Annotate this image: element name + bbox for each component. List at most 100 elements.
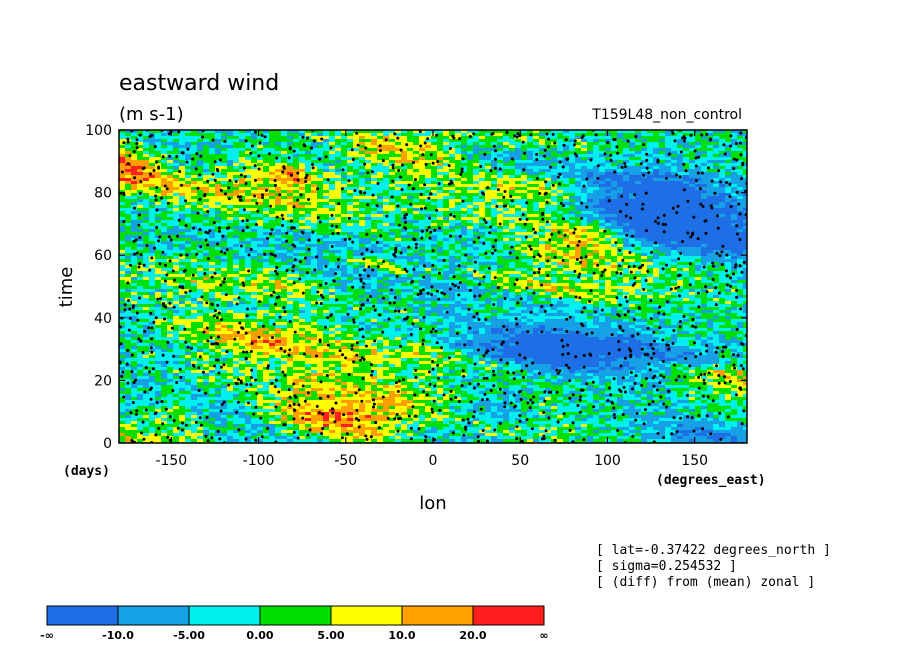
heat-cell [347, 169, 354, 173]
heat-cell [743, 220, 747, 224]
heat-cell [245, 229, 252, 233]
heat-cell [569, 247, 576, 251]
heat-cell [575, 223, 582, 227]
heat-cell [581, 151, 588, 155]
heat-cell [299, 220, 306, 224]
heat-cell [233, 199, 240, 203]
heat-cell [281, 145, 288, 149]
heat-cell [299, 241, 306, 245]
heat-cell [209, 193, 216, 197]
heat-cell [497, 151, 504, 155]
heat-cell [569, 190, 576, 194]
heat-cell [599, 262, 606, 266]
heat-cell [155, 262, 162, 266]
heat-cell [383, 241, 390, 245]
heat-cell [707, 181, 714, 185]
heat-cell [377, 259, 384, 263]
heat-cell [473, 196, 480, 200]
heat-cell [629, 133, 636, 137]
heat-cell [173, 271, 180, 275]
heat-cell [185, 196, 192, 200]
heat-cell [347, 139, 354, 143]
heat-cell [311, 271, 318, 275]
heat-cell [209, 205, 216, 209]
heat-cell [119, 163, 126, 167]
heat-cell [677, 148, 684, 152]
heat-cell [233, 259, 240, 263]
heat-cell [425, 211, 432, 215]
heat-cell [425, 166, 432, 170]
heat-cell [275, 190, 282, 194]
heat-cell [521, 199, 528, 203]
heat-cell [719, 220, 726, 224]
heat-cell [569, 175, 576, 179]
heat-cell [263, 220, 270, 224]
heat-cell [581, 193, 588, 197]
heat-cell [611, 163, 618, 167]
heat-cell [599, 205, 606, 209]
heat-cell [293, 223, 300, 227]
heat-cell [353, 145, 360, 149]
heat-cell [197, 139, 204, 143]
heat-cell [203, 166, 210, 170]
heat-cell [251, 232, 258, 236]
heat-cell [545, 247, 552, 251]
heat-cell [731, 175, 738, 179]
heat-cell [743, 178, 747, 182]
heat-cell [701, 178, 708, 182]
heat-cell [617, 136, 624, 140]
heat-cell [329, 193, 336, 197]
heat-cell [161, 271, 168, 275]
heat-cell [155, 226, 162, 230]
heat-cell [305, 184, 312, 188]
heat-cell [665, 193, 672, 197]
heat-cell [287, 139, 294, 143]
heat-cell [425, 214, 432, 218]
heat-cell [263, 268, 270, 272]
heat-cell [611, 268, 618, 272]
heat-cell [461, 214, 468, 218]
heat-cell [419, 214, 426, 218]
heat-cell [293, 244, 300, 248]
heat-cell [293, 190, 300, 194]
heat-cell [365, 139, 372, 143]
heat-cell [731, 241, 738, 245]
heat-cell [353, 136, 360, 140]
heat-cell [191, 253, 198, 257]
heat-cell [401, 169, 408, 173]
heat-cell [479, 259, 486, 263]
heat-cell [371, 175, 378, 179]
heat-cell [605, 184, 612, 188]
heat-cell [263, 244, 270, 248]
heat-cell [371, 208, 378, 212]
heat-cell [539, 205, 546, 209]
heat-cell [419, 247, 426, 251]
heat-cell [281, 262, 288, 266]
heat-cell [233, 205, 240, 209]
heat-cell [311, 178, 318, 182]
heat-cell [461, 271, 468, 275]
heat-cell [563, 160, 570, 164]
heat-cell [647, 241, 654, 245]
heat-cell [269, 232, 276, 236]
heat-cell [743, 133, 747, 137]
heat-cell [563, 154, 570, 158]
heat-cell [263, 166, 270, 170]
heat-cell [401, 172, 408, 176]
heat-cell [407, 208, 414, 212]
heat-cell [263, 133, 270, 137]
heat-cell [359, 196, 366, 200]
heat-cell [533, 178, 540, 182]
heat-cell [227, 241, 234, 245]
heat-cell [617, 220, 624, 224]
heat-cell [521, 226, 528, 230]
heat-cell [677, 229, 684, 233]
heat-cell [161, 268, 168, 272]
heat-cell [623, 223, 630, 227]
heat-cell [119, 256, 126, 260]
heat-cell [683, 211, 690, 215]
heat-cell [473, 163, 480, 167]
heat-cell [413, 262, 420, 266]
heat-cell [575, 229, 582, 233]
heat-cell [503, 250, 510, 254]
